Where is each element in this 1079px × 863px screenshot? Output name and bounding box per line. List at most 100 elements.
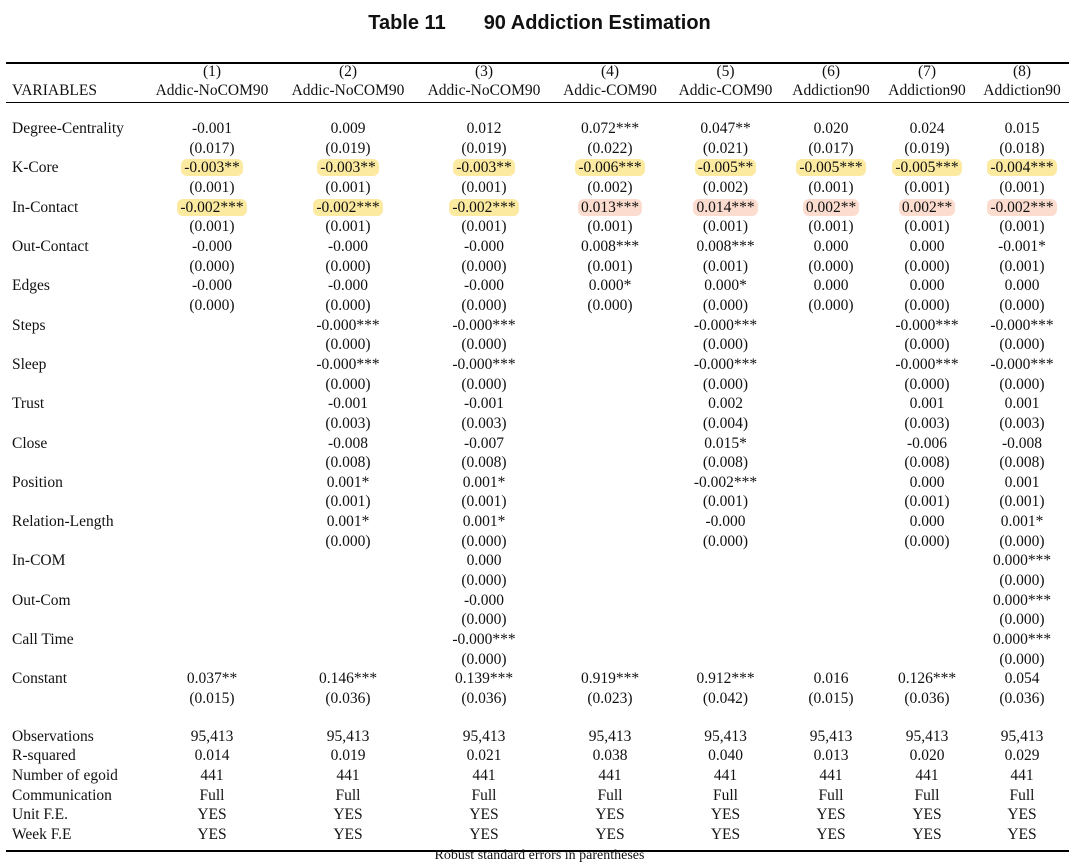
se-cell — [783, 610, 879, 630]
se-cell — [552, 610, 668, 630]
table-title: 90 Addiction Estimation — [483, 12, 711, 34]
variable-name: Call Time — [12, 631, 74, 649]
se-cell: (0.017) — [189, 139, 235, 157]
coef-value: 0.912*** — [696, 670, 755, 688]
se-cell: (0.001) — [904, 218, 950, 236]
stat-value: YES — [469, 825, 499, 843]
column-name: Addic-NoCOM90 — [155, 82, 269, 99]
stat-value: 0.020 — [909, 747, 945, 765]
se-cell: (0.001) — [999, 178, 1045, 196]
coef-cell: -0.000*** — [668, 355, 783, 375]
se-cell: (0.000) — [587, 296, 633, 314]
coef-value: -0.001 — [327, 395, 369, 413]
se-cell — [144, 650, 280, 670]
coef-cell: -0.005*** — [879, 158, 975, 178]
coef-cell: -0.002*** — [144, 198, 280, 218]
se-cell: (0.000) — [808, 257, 854, 275]
coef-value: -0.002*** — [693, 473, 758, 491]
stat-value: 95,413 — [462, 727, 506, 745]
coef-cell: 0.016 — [783, 669, 879, 689]
coef-cell: 0.013*** — [552, 198, 668, 218]
se-cell: (0.000) — [461, 375, 507, 393]
se-cell: (0.000) — [325, 375, 371, 393]
se-cell — [144, 375, 280, 395]
se-cell: (0.000) — [461, 611, 507, 629]
variable-name: K-Core — [12, 159, 59, 177]
se-cell: (0.000) — [904, 257, 950, 275]
coef-value: -0.003** — [453, 159, 515, 177]
se-cell: (0.000) — [904, 375, 950, 393]
variable-name: Steps — [12, 316, 46, 334]
se-cell: (0.000) — [999, 296, 1045, 314]
coef-cell: 0.919*** — [552, 669, 668, 689]
coef-cell: -0.000*** — [975, 355, 1069, 375]
se-cell: (0.000) — [461, 532, 507, 550]
stat-value: YES — [1007, 825, 1037, 843]
se-cell: (0.001) — [702, 218, 749, 236]
se-cell — [879, 571, 975, 591]
coef-value: 0.000*** — [992, 591, 1052, 609]
se-cell: (0.001) — [189, 218, 235, 236]
coef-value: 0.001* — [1000, 513, 1044, 531]
coef-cell: 0.002** — [879, 198, 975, 218]
coef-value: -0.008 — [327, 434, 369, 452]
coef-cell: 0.001* — [975, 512, 1069, 532]
coef-cell: 0.001 — [975, 394, 1069, 414]
top-rule — [6, 62, 1069, 64]
coef-cell — [144, 394, 280, 414]
stat-value: YES — [197, 825, 227, 843]
coef-cell — [552, 591, 668, 611]
stat-value: 95,413 — [588, 727, 632, 745]
coef-value: -0.000 — [191, 277, 233, 295]
coef-value: -0.004*** — [987, 159, 1057, 177]
coef-value: 0.002** — [898, 198, 956, 216]
variable-name-spacer — [6, 257, 144, 277]
se-cell: (0.001) — [461, 178, 507, 196]
stat-value: YES — [197, 806, 227, 824]
se-cell: (0.001) — [702, 257, 749, 275]
coef-value: -0.000*** — [452, 316, 516, 334]
coef-cell — [144, 591, 280, 611]
coef-value: 0.072*** — [580, 120, 640, 137]
coef-cell: 0.001* — [416, 512, 552, 532]
se-cell — [552, 375, 668, 395]
se-cell: (0.000) — [325, 532, 371, 550]
column-name: Addic-COM90 — [563, 82, 657, 99]
stat-value: YES — [595, 825, 625, 843]
coef-cell — [552, 551, 668, 571]
coef-row: Position 0.001* 0.001* -0.002*** 0.000 0.001 — [6, 473, 1069, 493]
stat-value: Full — [471, 786, 497, 804]
se-cell: (0.003) — [904, 414, 950, 432]
stat-value: 441 — [819, 767, 843, 784]
coef-value: 0.047** — [700, 120, 751, 137]
se-cell — [144, 610, 280, 630]
coef-cell: -0.003** — [144, 158, 280, 178]
se-cell — [552, 532, 668, 552]
se-cell: (0.001) — [904, 493, 950, 511]
se-cell: (0.002) — [702, 178, 749, 196]
coef-row: Out-Contact -0.000 -0.000 -0.000 0.008*** 0.0… — [6, 237, 1069, 257]
stat-value: Full — [335, 786, 361, 804]
se-cell: (0.019) — [904, 139, 950, 157]
variable-name-spacer — [6, 571, 144, 591]
se-cell: (0.036) — [999, 690, 1045, 708]
se-cell: (0.042) — [702, 690, 749, 708]
variable-name-spacer — [6, 296, 144, 316]
spacer-cell — [6, 101, 144, 119]
stat-value: Full — [199, 786, 225, 804]
se-cell: (0.000) — [189, 257, 235, 275]
stat-value: 441 — [336, 767, 360, 784]
column-number: (4) — [600, 63, 620, 80]
se-cell — [280, 571, 416, 591]
coef-value: -0.006 — [906, 434, 948, 452]
coef-cell: -0.000*** — [668, 316, 783, 336]
se-cell: (0.002) — [587, 178, 633, 196]
coef-value: 0.000* — [588, 277, 632, 295]
coef-row: Call Time -0.000*** 0.000*** — [6, 630, 1069, 650]
variable-name-spacer — [6, 375, 144, 395]
coef-cell — [144, 434, 280, 454]
se-cell — [783, 453, 879, 473]
table-label: Table 11 — [368, 12, 446, 34]
column-number: (8) — [1012, 63, 1032, 80]
coef-cell — [144, 512, 280, 532]
